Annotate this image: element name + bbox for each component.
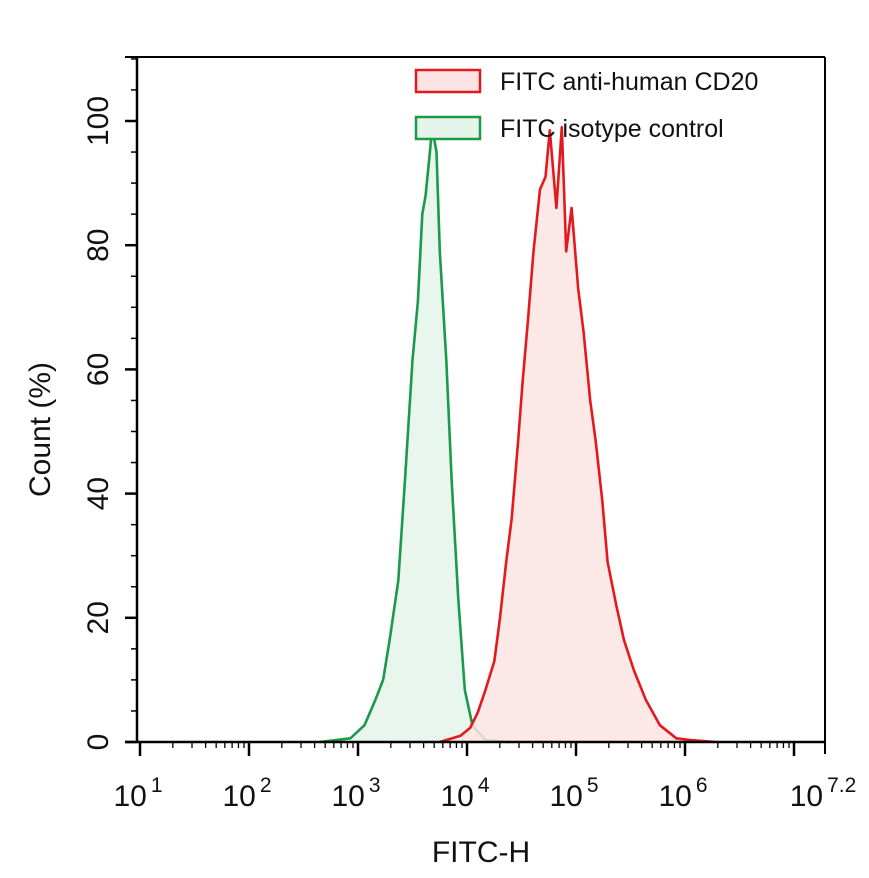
x-tick-exponent: 3	[369, 774, 381, 797]
series-area-fitc-anti-human-cd20	[439, 127, 716, 742]
x-tick-exponent: 7.2	[827, 774, 856, 797]
x-axis-title: FITC-H	[432, 836, 530, 869]
y-tick-label: 20	[82, 601, 115, 634]
x-tick-label: 10 2	[222, 774, 271, 813]
x-tick-base: 10	[331, 780, 364, 813]
y-tick-label: 100	[82, 96, 115, 146]
x-tick-label: 10 6	[658, 774, 707, 813]
series-layer	[319, 125, 716, 744]
x-tick-exponent: 4	[478, 774, 490, 797]
x-tick-exponent: 5	[587, 774, 599, 797]
x-tick-base: 10	[113, 780, 146, 813]
x-tick-base: 10	[549, 780, 582, 813]
legend-label-isotype: FITC isotype control	[500, 115, 724, 143]
y-tick-label: 0	[82, 734, 115, 751]
x-tick-label: 10 1	[113, 774, 162, 813]
x-tick-base: 10	[440, 780, 473, 813]
y-tick-label: 40	[82, 477, 115, 510]
x-tick-label: 10 3	[331, 774, 380, 813]
y-tick-label: 60	[82, 353, 115, 386]
series-line-fitc-anti-human-cd20	[439, 125, 716, 744]
x-tick-base: 10	[658, 780, 691, 813]
x-tick-base: 10	[790, 780, 823, 813]
x-tick-label: 10 7.2	[790, 774, 857, 813]
x-tick-exponent: 2	[260, 774, 272, 797]
y-axis-title: Count (%)	[24, 362, 57, 497]
legend-swatch-isotype	[414, 115, 482, 141]
legend-swatch-cd20	[414, 68, 482, 94]
y-tick-label: 80	[82, 229, 115, 262]
x-tick-label: 10 4	[440, 774, 489, 813]
legend: FITC anti-human CD20 FITC isotype contro…	[414, 68, 758, 143]
x-tick-exponent: 1	[151, 774, 163, 797]
series-area-fitc-isotype-control	[319, 127, 510, 742]
x-tick-label: 10 5	[549, 774, 598, 813]
legend-label-cd20: FITC anti-human CD20	[500, 68, 758, 96]
x-tick-exponent: 6	[696, 774, 708, 797]
x-tick-base: 10	[222, 780, 255, 813]
